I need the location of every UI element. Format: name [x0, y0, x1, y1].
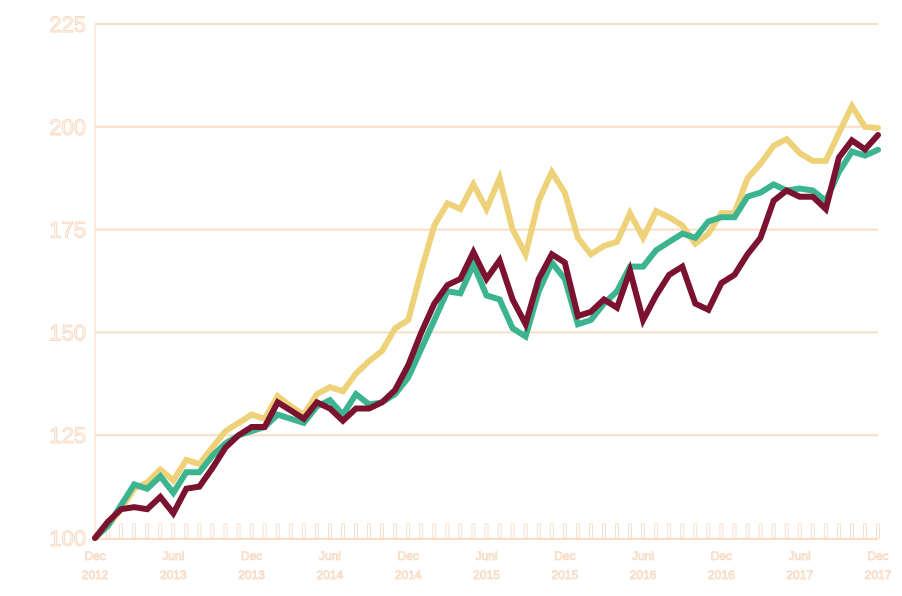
- x-tick: [380, 523, 385, 539]
- x-tick-label-month: Juni: [162, 549, 184, 563]
- x-tick-label-month: Juni: [789, 549, 811, 563]
- x-tick: [706, 523, 711, 539]
- x-tick: [249, 523, 254, 539]
- x-tick: [158, 523, 163, 539]
- x-tick-label-year: 2014: [395, 568, 422, 582]
- x-tick-label-year: 2017: [865, 568, 892, 582]
- x-tick: [680, 523, 685, 539]
- y-tick-label: 200: [49, 115, 86, 140]
- x-tick-label-month: Dec: [84, 549, 105, 563]
- x-tick: [745, 523, 750, 539]
- x-tick: [367, 523, 371, 539]
- x-tick: [536, 523, 541, 539]
- x-tick: [654, 523, 659, 539]
- x-tick: [602, 523, 606, 539]
- x-tick-label-year: 2016: [708, 568, 735, 582]
- x-tick: [393, 523, 398, 539]
- x-tick: [771, 523, 776, 539]
- x-tick: [119, 523, 123, 539]
- x-tick: [458, 523, 463, 539]
- x-tick: [301, 523, 306, 539]
- x-tick-label-month: Juni: [319, 549, 341, 563]
- x-tick-label-month: Dec: [554, 549, 575, 563]
- series-line-1: [92, 100, 881, 541]
- x-tick: [850, 523, 854, 539]
- x-tick: [732, 523, 737, 539]
- x-tick: [197, 523, 202, 539]
- x-tick: [562, 523, 567, 539]
- x-tick: [758, 523, 763, 539]
- x-tick: [471, 523, 476, 539]
- x-tick-label-year: 2015: [473, 568, 500, 582]
- y-tick-label: 150: [49, 320, 86, 345]
- x-tick: [510, 523, 515, 539]
- x-tick: [236, 523, 241, 539]
- x-tick: [784, 523, 789, 539]
- x-tick: [797, 523, 802, 539]
- x-tick-label-year: 2017: [786, 568, 813, 582]
- y-tick-label: 175: [49, 218, 86, 243]
- y-tick-label: 100: [49, 526, 86, 551]
- x-tick: [823, 523, 828, 539]
- x-tick: [288, 523, 293, 539]
- x-tick-label-month: Dec: [241, 549, 262, 563]
- x-tick: [523, 523, 528, 539]
- x-axis-ticks: [106, 523, 880, 539]
- x-tick: [432, 523, 437, 539]
- x-tick-label-month: Juni: [475, 549, 497, 563]
- x-tick: [314, 523, 319, 539]
- x-tick: [876, 523, 880, 539]
- x-tick: [223, 523, 228, 539]
- x-tick: [275, 523, 280, 539]
- x-tick: [406, 523, 411, 539]
- x-tick-label-month: Dec: [867, 549, 888, 563]
- x-tick: [667, 523, 672, 539]
- x-tick: [641, 523, 645, 539]
- x-tick: [863, 523, 867, 539]
- x-tick: [445, 523, 450, 539]
- series-lines: [92, 100, 881, 541]
- x-tick-label-month: Juni: [632, 549, 654, 563]
- x-tick: [132, 523, 137, 539]
- x-tick-label-year: 2012: [82, 568, 109, 582]
- x-tick: [262, 523, 267, 539]
- y-axis-labels: 100 125 150 175 200 225: [49, 12, 87, 552]
- x-tick: [836, 523, 841, 539]
- x-tick: [354, 523, 358, 539]
- x-tick: [575, 523, 580, 539]
- x-tick-label-year: 2014: [317, 568, 344, 582]
- x-tick-label-month: Dec: [711, 549, 732, 563]
- x-tick: [327, 523, 332, 539]
- x-tick-label-year: 2015: [551, 568, 578, 582]
- x-tick: [615, 523, 619, 539]
- x-tick: [719, 523, 724, 539]
- x-tick: [210, 523, 215, 539]
- x-tick-label-year: 2013: [238, 568, 265, 582]
- x-tick: [484, 523, 489, 539]
- x-tick: [171, 523, 176, 539]
- series-line-3: [92, 132, 881, 541]
- x-tick: [693, 523, 698, 539]
- x-tick: [589, 523, 593, 539]
- x-axis-labels: Dec 2012 Juni 2013 Dec 2013 Juni 2014 Dec 2014 Jun…: [81, 549, 892, 583]
- y-tick-label: 125: [49, 423, 86, 448]
- x-tick: [549, 523, 554, 539]
- x-tick-label-month: Dec: [398, 549, 419, 563]
- x-tick-label-year: 2013: [160, 568, 187, 582]
- y-tick-label: 225: [49, 12, 86, 37]
- x-tick-label-year: 2016: [630, 568, 657, 582]
- x-tick: [628, 523, 632, 539]
- x-tick: [184, 523, 189, 539]
- x-tick: [497, 523, 502, 539]
- x-tick: [419, 523, 424, 539]
- x-tick: [341, 523, 345, 539]
- x-tick: [810, 523, 815, 539]
- x-tick: [145, 523, 150, 539]
